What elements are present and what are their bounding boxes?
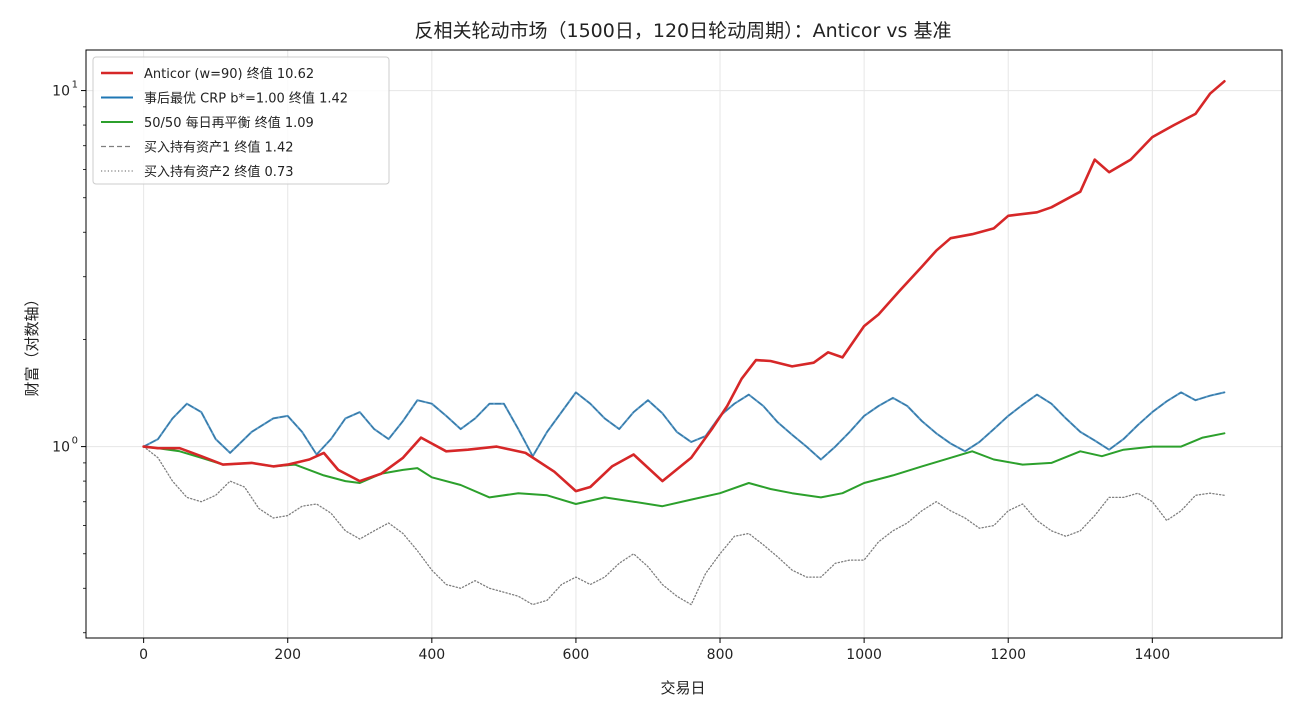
- series-line-4: [142, 445, 1226, 606]
- y-tick-label: 10: [52, 440, 70, 456]
- legend: Anticor (w=90) 终值 10.62 事后最优 CRP b*=1.00 …: [92, 56, 390, 185]
- x-axis-label: 交易日: [660, 679, 705, 697]
- legend-entry: 买入持有资产2 终值 0.73: [144, 164, 293, 180]
- legend-entry: 买入持有资产1 终值 1.42: [144, 140, 293, 156]
- x-tick-label: 1000: [846, 647, 882, 663]
- series-line-0: [142, 80, 1226, 493]
- y-tick-label: 10: [52, 84, 70, 100]
- y-axis-label: 财富（对数轴）: [23, 291, 41, 396]
- series-line-2: [142, 432, 1226, 508]
- x-tick-label: 1400: [1134, 647, 1170, 663]
- x-axis: 0 200 400 600 800 1000 1200 1400: [139, 638, 1170, 663]
- x-tick-label: 1200: [990, 647, 1026, 663]
- x-tick-label: 200: [274, 647, 301, 663]
- grid: [86, 50, 1282, 638]
- legend-entry: 50/50 每日再平衡 终值 1.09: [144, 115, 314, 131]
- plot-area: [142, 80, 1226, 606]
- series-line-1: [142, 391, 1226, 461]
- legend-entry: 事后最优 CRP b*=1.00 终值 1.42: [144, 91, 348, 107]
- chart-title: 反相关轮动市场（1500日，120日轮动周期）：Anticor vs 基准: [415, 20, 952, 42]
- y-tick-exponent: 1: [72, 80, 78, 91]
- y-tick-exponent: 0: [72, 436, 78, 447]
- axes-frame: [85, 49, 1283, 639]
- x-tick-label: 800: [707, 647, 734, 663]
- legend-frame: [92, 56, 390, 185]
- legend-entry: Anticor (w=90) 终值 10.62: [144, 66, 314, 82]
- x-tick-label: 600: [563, 647, 590, 663]
- x-tick-label: 400: [418, 647, 445, 663]
- x-tick-label: 0: [139, 647, 148, 663]
